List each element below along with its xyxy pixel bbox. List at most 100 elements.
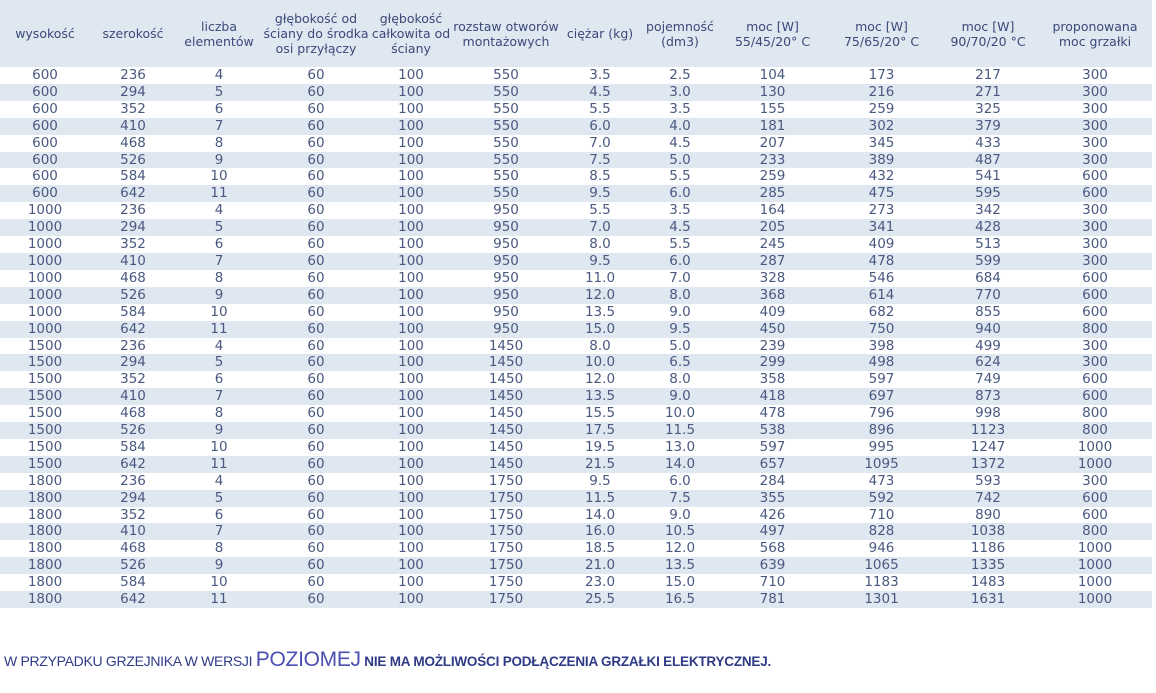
table-cell: 8 bbox=[176, 269, 262, 287]
table-cell: 800 bbox=[1038, 320, 1152, 338]
table-cell: 526 bbox=[90, 286, 176, 304]
column-header: liczba elementów bbox=[176, 0, 262, 67]
table-cell: 60 bbox=[262, 591, 370, 608]
table-cell: 294 bbox=[90, 489, 176, 507]
table-cell: 600 bbox=[0, 185, 90, 203]
table-cell: 100 bbox=[370, 354, 452, 372]
table-row: 1000 468 8 60 100 950 11.0 7.0 328 546 684 600 bbox=[0, 269, 1152, 287]
table-cell: 7 bbox=[176, 117, 262, 135]
table-cell: 450 bbox=[720, 320, 825, 338]
table-cell: 1450 bbox=[452, 438, 560, 456]
table-cell: 1500 bbox=[0, 455, 90, 473]
table-cell: 4 bbox=[176, 67, 262, 84]
table-cell: 468 bbox=[90, 134, 176, 152]
table-cell: 657 bbox=[720, 455, 825, 473]
table-cell: 742 bbox=[938, 489, 1038, 507]
table-cell: 12.0 bbox=[640, 540, 720, 558]
table-cell: 11.0 bbox=[560, 269, 640, 287]
table-cell: 1000 bbox=[0, 236, 90, 253]
table-cell: 100 bbox=[370, 472, 452, 490]
table-cell: 100 bbox=[370, 422, 452, 439]
table-cell: 60 bbox=[262, 557, 370, 575]
table-cell: 600 bbox=[0, 100, 90, 118]
table-cell: 600 bbox=[1038, 185, 1152, 203]
table-cell: 60 bbox=[262, 83, 370, 101]
table-cell: 60 bbox=[262, 134, 370, 152]
table-cell: 7.0 bbox=[640, 269, 720, 287]
table-cell: 100 bbox=[370, 286, 452, 304]
table-row: 600 642 11 60 100 550 9.5 6.0 285 475 595 600 bbox=[0, 185, 1152, 203]
table-cell: 7 bbox=[176, 252, 262, 270]
table-cell: 855 bbox=[938, 303, 1038, 321]
table-cell: 8 bbox=[176, 405, 262, 423]
table-cell: 19.5 bbox=[560, 438, 640, 456]
table-cell: 410 bbox=[90, 388, 176, 406]
column-header: głębokość całkowita od ściany bbox=[370, 0, 452, 67]
table-cell: 538 bbox=[720, 422, 825, 439]
table-cell: 100 bbox=[370, 523, 452, 541]
table-cell: 302 bbox=[825, 117, 938, 135]
table-row: 1000 236 4 60 100 950 5.5 3.5 164 273 342 300 bbox=[0, 202, 1152, 220]
table-cell: 1000 bbox=[0, 303, 90, 321]
table-cell: 14.0 bbox=[560, 506, 640, 524]
table-cell: 950 bbox=[452, 269, 560, 287]
column-header: moc [W] 75/65/20° C bbox=[825, 0, 938, 67]
table-cell: 639 bbox=[720, 557, 825, 575]
table-cell: 1800 bbox=[0, 472, 90, 490]
table-cell: 4.5 bbox=[640, 134, 720, 152]
table-row: 600 294 5 60 100 550 4.5 3.0 130 216 271 300 bbox=[0, 83, 1152, 101]
table-cell: 13.5 bbox=[560, 388, 640, 406]
table-cell: 950 bbox=[452, 320, 560, 338]
table-cell: 60 bbox=[262, 472, 370, 490]
table-cell: 300 bbox=[1038, 100, 1152, 118]
table-cell: 526 bbox=[90, 151, 176, 169]
table-cell: 100 bbox=[370, 320, 452, 338]
table-row: 1000 294 5 60 100 950 7.0 4.5 205 341 428 300 bbox=[0, 219, 1152, 237]
table-cell: 1000 bbox=[1038, 540, 1152, 558]
table-cell: 60 bbox=[262, 405, 370, 423]
table-cell: 1450 bbox=[452, 388, 560, 406]
table-cell: 409 bbox=[825, 236, 938, 253]
table-cell: 550 bbox=[452, 100, 560, 118]
table-cell: 398 bbox=[825, 337, 938, 355]
table-cell: 7.0 bbox=[560, 219, 640, 237]
table-cell: 352 bbox=[90, 506, 176, 524]
table-cell: 487 bbox=[938, 151, 1038, 169]
table-cell: 100 bbox=[370, 185, 452, 203]
table-cell: 100 bbox=[370, 438, 452, 456]
table-cell: 9.0 bbox=[640, 506, 720, 524]
table-cell: 1450 bbox=[452, 455, 560, 473]
table-cell: 550 bbox=[452, 117, 560, 135]
table-cell: 1247 bbox=[938, 438, 1038, 456]
table-cell: 18.5 bbox=[560, 540, 640, 558]
table-cell: 750 bbox=[825, 320, 938, 338]
table-cell: 473 bbox=[825, 472, 938, 490]
table-cell: 432 bbox=[825, 168, 938, 186]
table-cell: 682 bbox=[825, 303, 938, 321]
table-cell: 300 bbox=[1038, 117, 1152, 135]
table-cell: 593 bbox=[938, 472, 1038, 490]
table-cell: 624 bbox=[938, 354, 1038, 372]
table-cell: 2.5 bbox=[640, 67, 720, 84]
table-cell: 4.5 bbox=[640, 219, 720, 237]
table-cell: 294 bbox=[90, 354, 176, 372]
table-cell: 1123 bbox=[938, 422, 1038, 439]
table-cell: 6.5 bbox=[640, 354, 720, 372]
table-cell: 236 bbox=[90, 337, 176, 355]
table-cell: 284 bbox=[720, 472, 825, 490]
table-cell: 8.5 bbox=[560, 168, 640, 186]
table-cell: 499 bbox=[938, 337, 1038, 355]
table-cell: 285 bbox=[720, 185, 825, 203]
table-cell: 1000 bbox=[1038, 557, 1152, 575]
table-cell: 1000 bbox=[1038, 574, 1152, 592]
table-cell: 60 bbox=[262, 489, 370, 507]
table-cell: 3.5 bbox=[640, 100, 720, 118]
table-cell: 550 bbox=[452, 168, 560, 186]
table-cell: 100 bbox=[370, 489, 452, 507]
table-cell: 5.0 bbox=[640, 337, 720, 355]
table-cell: 10 bbox=[176, 438, 262, 456]
table-cell: 468 bbox=[90, 405, 176, 423]
table-cell: 1000 bbox=[1038, 591, 1152, 608]
table-cell: 1800 bbox=[0, 540, 90, 558]
table-row: 1500 584 10 60 100 1450 19.5 13.0 597 995 1247 1000 bbox=[0, 438, 1152, 456]
